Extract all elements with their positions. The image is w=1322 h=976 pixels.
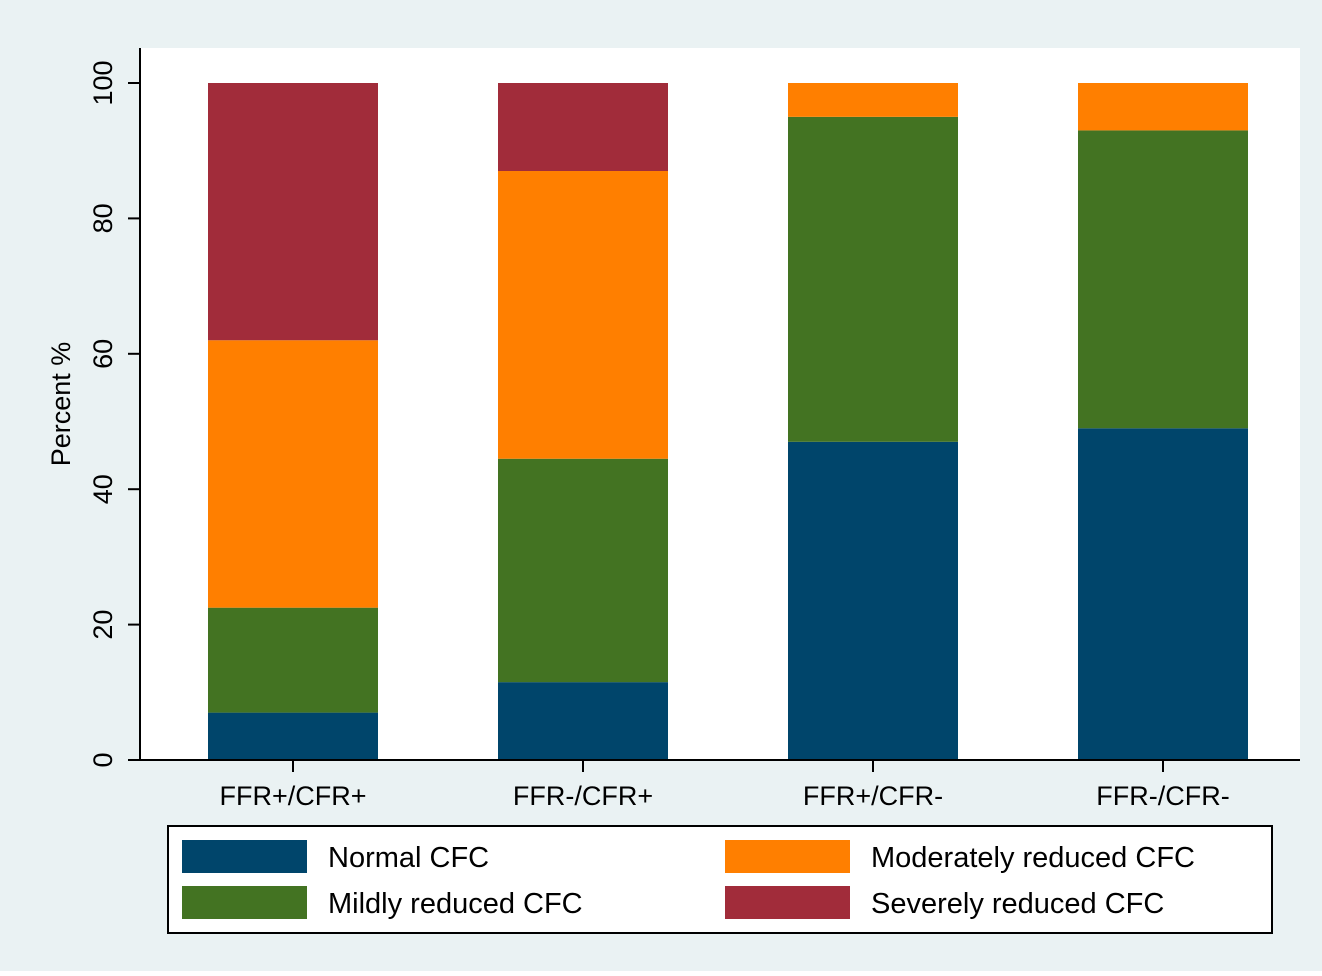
- legend: Normal CFC Moderately reduced CFC Mildly r…: [167, 825, 1273, 934]
- x-tick-label-ffr-cfr: FFR+/CFR-: [803, 781, 943, 811]
- x-tick-label-ffr-cfr: FFR-/CFR+: [513, 781, 653, 811]
- bar-moderately-reduced-cfc-ffr-cfr: [788, 83, 958, 117]
- bar-severely-reduced-cfc-ffr-cfr: [208, 83, 378, 341]
- y-axis-title: Percent %: [46, 342, 76, 467]
- legend-label-normal-cfc: Normal CFC: [328, 842, 489, 874]
- bar-moderately-reduced-cfc-ffr-cfr: [208, 340, 378, 608]
- bars-layer: [208, 83, 1248, 760]
- y-tick-label-40: 40: [88, 474, 118, 504]
- y-tick-label-20: 20: [88, 610, 118, 640]
- x-tick-label-ffr-cfr: FFR+/CFR+: [219, 781, 366, 811]
- bar-normal-cfc-ffr-cfr: [788, 441, 958, 760]
- legend-label-severely-reduced-cfc: Severely reduced CFC: [871, 888, 1164, 920]
- bar-mildly-reduced-cfc-ffr-cfr: [788, 116, 958, 442]
- legend-label-moderately-reduced-cfc: Moderately reduced CFC: [871, 842, 1195, 874]
- y-tick-label-60: 60: [88, 339, 118, 369]
- y-tick-label-80: 80: [88, 203, 118, 233]
- legend-swatch-normal-cfc: [182, 840, 307, 873]
- legend-box: [167, 825, 1273, 934]
- axes-layer: 0 20 40 60 80 100 FFR+/CFR+ FFR-/CFR+ FFR+/CFR- F…: [88, 48, 1300, 811]
- legend-swatch-mildly-reduced-cfc: [182, 886, 307, 919]
- legend-swatch-moderately-reduced-cfc: [725, 840, 850, 873]
- bar-mildly-reduced-cfc-ffr-cfr: [208, 607, 378, 713]
- bar-normal-cfc-ffr-cfr: [498, 682, 668, 760]
- bar-normal-cfc-ffr-cfr: [1078, 428, 1248, 760]
- legend-swatch-severely-reduced-cfc: [725, 886, 850, 919]
- y-tick-label-100: 100: [88, 60, 118, 105]
- bar-mildly-reduced-cfc-ffr-cfr: [498, 458, 668, 683]
- bar-moderately-reduced-cfc-ffr-cfr: [498, 171, 668, 459]
- y-tick-label-0: 0: [88, 752, 118, 767]
- bar-moderately-reduced-cfc-ffr-cfr: [1078, 83, 1248, 131]
- bar-mildly-reduced-cfc-ffr-cfr: [1078, 130, 1248, 429]
- bar-severely-reduced-cfc-ffr-cfr: [498, 83, 668, 172]
- x-tick-label-ffr-cfr: FFR-/CFR-: [1096, 781, 1229, 811]
- legend-label-mildly-reduced-cfc: Mildly reduced CFC: [328, 888, 583, 920]
- bar-normal-cfc-ffr-cfr: [208, 712, 378, 760]
